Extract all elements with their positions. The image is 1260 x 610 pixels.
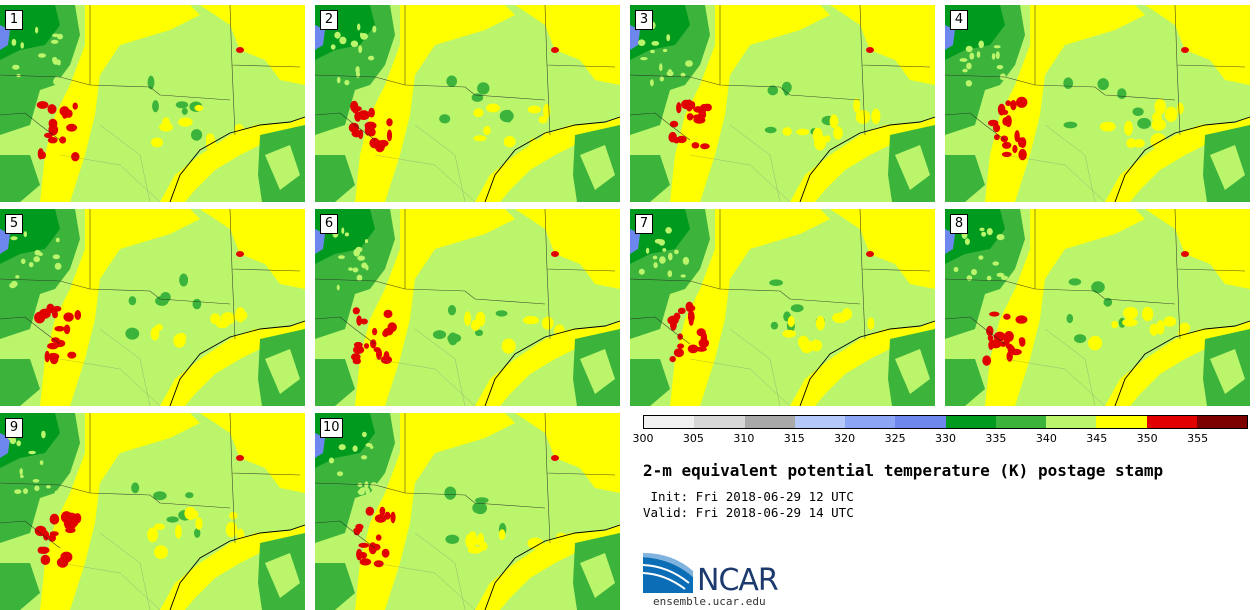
colorbar-segment [744,416,795,428]
member-number-label: 10 [320,418,343,438]
colorbar-tick-label: 315 [783,432,805,445]
map-field [315,5,620,202]
ensemble-member-panel: 10 [315,413,620,610]
init-time: Init: Fri 2018-06-29 12 UTC [643,489,854,504]
colorbar-tick-label: 355 [1187,432,1209,445]
colorbar-tick-label: 310 [733,432,755,445]
ensemble-member-panel: 9 [0,413,305,610]
member-number-label: 1 [5,10,23,30]
colorbar-segment [995,416,1046,428]
map-field [315,209,620,406]
colorbar-tick-label: 300 [632,432,654,445]
map-field [945,209,1250,406]
colorbar-segment [845,416,896,428]
ensemble-member-panel: 3 [630,5,935,202]
ncar-logo-icon [643,553,693,593]
ensemble-member-panel: 7 [630,209,935,406]
map-field [630,209,935,406]
colorbar-tick-label: 350 [1136,432,1158,445]
ensemble-member-panel: 6 [315,209,620,406]
colorbar-tick-label: 340 [1035,432,1057,445]
logo-text: NCAR [697,563,779,598]
colorbar-segment [945,416,996,428]
figure-title: 2-m equivalent potential temperature (K)… [643,461,1164,480]
member-number-label: 6 [320,214,338,234]
member-number-label: 2 [320,10,338,30]
member-number-label: 5 [5,214,23,234]
colorbar [643,415,1248,429]
colorbar-tick-label: 335 [985,432,1007,445]
colorbar-segment [1196,416,1247,428]
member-number-label: 7 [635,214,653,234]
ensemble-member-panel: 5 [0,209,305,406]
site-url: ensemble.ucar.edu [653,595,766,608]
member-number-label: 9 [5,418,23,438]
map-field [0,413,305,610]
ensemble-member-panel: 8 [945,209,1250,406]
map-field [0,5,305,202]
ensemble-member-panel: 4 [945,5,1250,202]
colorbar-segment [794,416,845,428]
ensemble-member-panel: 1 [0,5,305,202]
colorbar-tick-label: 330 [935,432,956,445]
ensemble-member-panel: 2 [315,5,620,202]
colorbar-segment [1096,416,1147,428]
map-field [315,413,620,610]
colorbar-segment [895,416,946,428]
map-field [630,5,935,202]
colorbar-tick-label: 325 [884,432,906,445]
map-field [0,209,305,406]
valid-time: Valid: Fri 2018-06-29 14 UTC [643,505,854,520]
colorbar-tick-label: 320 [834,432,856,445]
colorbar-segment [644,416,695,428]
colorbar-tick-label: 345 [1086,432,1108,445]
colorbar-segment [694,416,745,428]
colorbar-segment [1146,416,1197,428]
member-number-label: 3 [635,10,653,30]
colorbar-segment [1046,416,1097,428]
member-number-label: 8 [950,214,968,234]
colorbar-tick-label: 305 [682,432,704,445]
member-number-label: 4 [950,10,968,30]
map-field [945,5,1250,202]
colorbar-ticks: 300 305 310 315 320 325 330 335 340 345 350 355 [633,432,1248,446]
